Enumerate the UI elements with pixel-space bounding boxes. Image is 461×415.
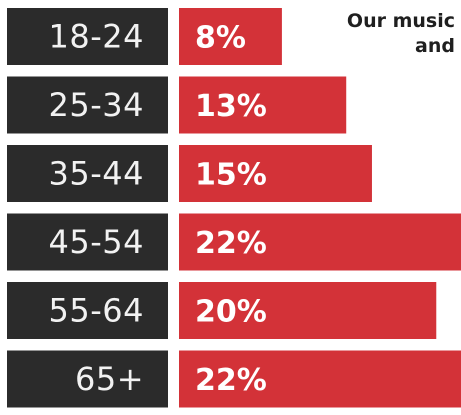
bar-row: 18-24 8%	[7, 8, 282, 65]
bar-row: 25-34 13%	[7, 76, 347, 134]
chart-title: Our music and	[347, 10, 455, 57]
bar	[179, 213, 461, 271]
value-label: 22%	[195, 226, 267, 261]
bar-row: 65+ 22%	[7, 350, 461, 408]
category-label: 65+	[75, 360, 144, 398]
bar	[179, 76, 347, 134]
bar-row: 45-54 22%	[7, 213, 461, 271]
bar	[179, 8, 282, 65]
category-box	[7, 145, 168, 202]
bar-row: 35-44 15%	[7, 145, 372, 202]
category-label: 25-34	[49, 86, 144, 124]
bar	[179, 350, 461, 408]
bar-row: 55-64 20%	[7, 282, 437, 339]
title-line-2: and	[415, 35, 455, 57]
category-box	[7, 350, 168, 408]
chart-rows: 18-24 8% 25-34 13% 35-44 15% 45-54 22% 55-64 20% 6…	[7, 8, 461, 408]
bar	[179, 282, 437, 339]
title-line-1: Our music	[347, 10, 455, 32]
value-label: 15%	[195, 158, 267, 193]
category-label: 35-44	[49, 155, 144, 193]
category-box	[7, 213, 168, 271]
value-label: 13%	[195, 89, 267, 124]
category-box	[7, 76, 168, 134]
value-label: 20%	[195, 295, 267, 330]
value-label: 22%	[195, 363, 267, 398]
bar	[179, 145, 372, 202]
value-label: 8%	[195, 21, 246, 56]
category-label: 55-64	[49, 292, 144, 330]
category-label: 45-54	[49, 223, 144, 261]
category-box	[7, 282, 168, 339]
category-box	[7, 8, 168, 65]
category-label: 18-24	[49, 18, 144, 56]
